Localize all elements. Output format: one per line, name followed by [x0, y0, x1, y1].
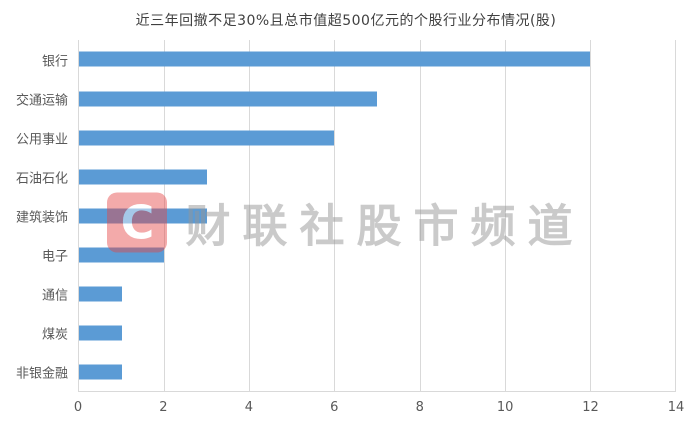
y-axis-labels: 银行交通运输公用事业石油石化建筑装饰电子通信煤炭非银金融	[0, 40, 78, 392]
x-axis-tick-label: 8	[415, 400, 424, 415]
x-axis-tick-label: 12	[582, 400, 599, 415]
gridline	[334, 40, 336, 391]
x-axis-tick-label: 14	[667, 400, 685, 415]
y-axis-label: 石油石化	[15, 171, 68, 187]
bar-石油石化	[79, 169, 207, 184]
x-axis-tick-label: 2	[159, 400, 168, 415]
y-axis-label: 交通运输	[15, 93, 68, 109]
bar-建筑装饰	[79, 208, 207, 223]
plot-region: 银行交通运输公用事业石油石化建筑装饰电子通信煤炭非银金融	[0, 40, 692, 392]
bar-煤炭	[79, 325, 122, 340]
gridline	[249, 40, 251, 391]
y-axis-label: 银行	[41, 54, 68, 70]
x-axis: 0 2 4 6 8 10 12 14	[74, 392, 684, 420]
gridline	[589, 40, 591, 391]
y-axis-label: 电子	[41, 249, 68, 265]
x-axis-tick-label: 4	[244, 400, 253, 415]
plot-area	[78, 40, 676, 392]
y-axis-label: 建筑装饰	[15, 210, 68, 226]
y-axis-label: 煤炭	[41, 327, 68, 343]
gridline	[504, 40, 506, 391]
chart-title: 近三年回撤不足30%且总市值超500亿元的个股行业分布情况(股)	[135, 13, 557, 29]
bar-银行	[79, 51, 590, 67]
bar-公用事业	[79, 130, 335, 145]
x-axis-tick-label: 6	[330, 400, 339, 415]
y-axis-label: 公用事业	[15, 132, 68, 148]
bar-通信	[79, 286, 122, 301]
bar-电子	[79, 247, 165, 262]
bar-交通运输	[79, 91, 377, 106]
bar-非银金融	[79, 364, 122, 379]
x-axis-tick-label: 10	[496, 400, 514, 415]
gridline	[419, 40, 421, 391]
y-axis-label: 通信	[41, 288, 68, 304]
y-axis-label: 非银金融	[15, 366, 68, 382]
x-axis-tick-label: 0	[73, 400, 83, 415]
